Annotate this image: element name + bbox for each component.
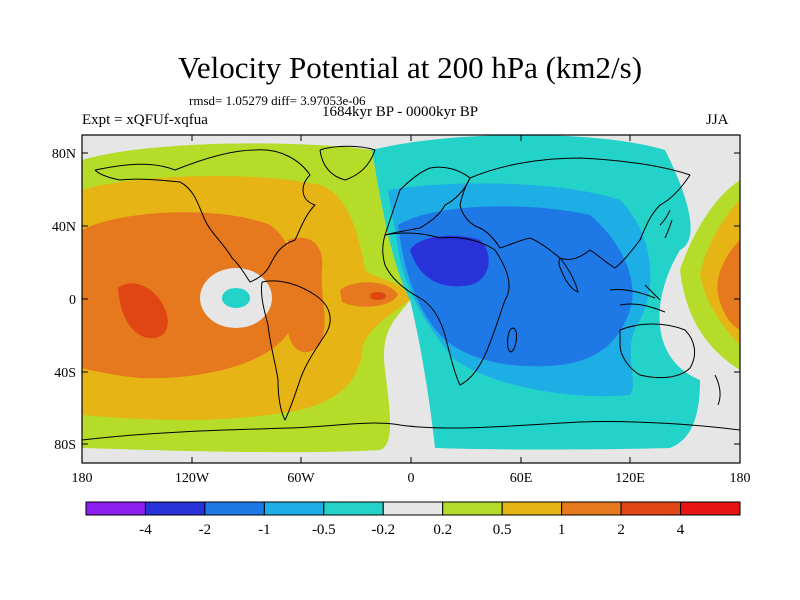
lat-label-80s: 80S bbox=[54, 438, 76, 453]
lon-label-120e: 120E bbox=[615, 471, 645, 486]
season-label: JJA bbox=[706, 112, 729, 128]
colorbar-box-0 bbox=[85, 501, 146, 516]
coast-africa bbox=[382, 232, 510, 386]
experiment-label: Expt = xQFUf-xqfua bbox=[82, 112, 208, 128]
lat-tick-marks bbox=[82, 152, 740, 445]
coast-antarctica bbox=[82, 421, 740, 441]
colorbar-box-3 bbox=[263, 501, 325, 516]
lat-label-40s: 40S bbox=[54, 366, 76, 381]
positive-band-2 bbox=[118, 283, 168, 339]
lon-label-180w: 180 bbox=[72, 471, 93, 486]
colorbar-label-2: -1 bbox=[258, 522, 271, 538]
coast-north-america bbox=[94, 149, 316, 283]
negative-band-2 bbox=[410, 235, 489, 287]
coast-greenland bbox=[319, 145, 376, 181]
colorbar-box-6 bbox=[442, 501, 503, 516]
coast-asia bbox=[459, 157, 691, 269]
colorbar bbox=[85, 501, 741, 516]
lat-label-40n: 40N bbox=[52, 220, 76, 235]
rmsd-diff-stats: rmsd= 1.05279 diff= 3.97053e-06 bbox=[189, 93, 366, 108]
colorbar-label-4: -0.2 bbox=[371, 522, 395, 538]
colorbar-label-5: 0.2 bbox=[433, 522, 452, 538]
colorbar-labels: -4 -2 -1 -0.5 -0.2 0.2 0.5 1 2 4 bbox=[139, 522, 685, 538]
colorbar-label-6: 0.5 bbox=[493, 522, 512, 538]
positive-band-1-west-pacific bbox=[717, 240, 740, 330]
positive-band-1-eq-atlantic bbox=[340, 282, 398, 307]
coastlines bbox=[82, 145, 740, 441]
coast-south-america bbox=[261, 280, 331, 421]
negative-cell-pacific bbox=[222, 288, 250, 308]
lon-tick-marks bbox=[81, 135, 631, 463]
colorbar-box-2 bbox=[204, 501, 265, 516]
colorbar-box-4 bbox=[323, 501, 384, 516]
lon-label-60w: 60W bbox=[287, 471, 315, 486]
colorbar-label-1: -2 bbox=[199, 522, 212, 538]
contour-fill-layer bbox=[82, 135, 740, 463]
colorbar-box-1 bbox=[144, 501, 206, 516]
colorbar-box-9 bbox=[620, 501, 682, 516]
colorbar-label-9: 4 bbox=[677, 522, 685, 538]
lat-label-80n: 80N bbox=[52, 147, 76, 162]
colorbar-label-0: -4 bbox=[139, 522, 152, 538]
lon-label-180e: 180 bbox=[730, 471, 751, 486]
colorbar-label-8: 2 bbox=[617, 522, 625, 538]
lon-label-120w: 120W bbox=[175, 471, 210, 486]
coast-maritime-continent bbox=[609, 284, 666, 313]
colorbar-box-8 bbox=[561, 501, 622, 516]
map-title: Velocity Potential at 200 hPa (km2/s) bbox=[177, 50, 643, 85]
lon-label-60e: 60E bbox=[510, 471, 533, 486]
coast-japan bbox=[659, 209, 673, 239]
coast-australia bbox=[619, 323, 696, 379]
colorbar-box-7 bbox=[501, 501, 563, 516]
colorbar-box-10 bbox=[680, 501, 741, 516]
coast-madagascar bbox=[507, 327, 517, 353]
lat-label-eq: 0 bbox=[69, 293, 76, 308]
coast-india bbox=[558, 257, 579, 293]
positive-band-1 bbox=[82, 212, 296, 379]
colorbar-label-7: 1 bbox=[558, 522, 566, 538]
positive-band-2-atlantic bbox=[370, 292, 386, 300]
time-period-label: 1684kyr BP - 0000kyr BP bbox=[322, 104, 479, 120]
lon-label-0: 0 bbox=[408, 471, 415, 486]
positive-band-1-atlantic bbox=[288, 237, 325, 353]
colorbar-box-5 bbox=[382, 501, 444, 516]
coast-new-zealand bbox=[714, 374, 721, 406]
colorbar-label-3: -0.5 bbox=[312, 522, 336, 538]
